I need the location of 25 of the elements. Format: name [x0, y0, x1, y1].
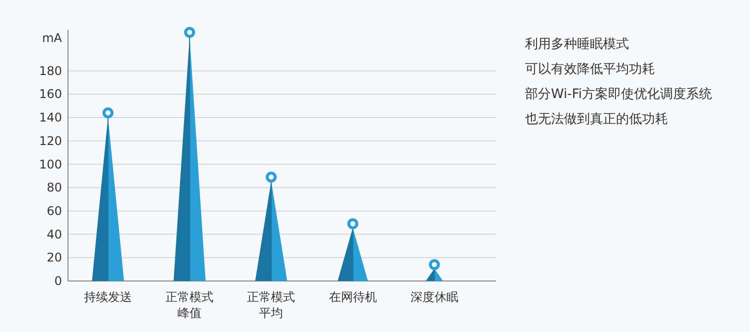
x-tick-label: 深度休眠 [410, 290, 458, 304]
x-tick-label: 在网待机 [328, 290, 377, 304]
point [428, 259, 440, 270]
y-tick-label: 60 [46, 204, 62, 218]
y-tick-label: 20 [46, 250, 62, 265]
point [266, 172, 277, 183]
y-axis-title: mA [42, 31, 63, 45]
text: 部分Wi-Fi方案即使优化调度系统 [525, 86, 712, 102]
y-tick-label: 180 [39, 64, 62, 78]
point [184, 26, 196, 38]
y-tick-label: 100 [39, 157, 62, 172]
y-tick-label: 160 [39, 87, 62, 102]
x-tick-label: 正常模式平均 [247, 290, 296, 320]
x-tick-label: 持续发送 [84, 290, 132, 304]
y-tick-label: 0 [54, 274, 62, 288]
text: 也无法做到真正的低功耗 [525, 112, 668, 127]
x-tick-label: 正常模式峰值 [166, 290, 214, 320]
point [347, 218, 358, 230]
point [102, 107, 114, 118]
y-tick-label: 80 [46, 180, 62, 195]
y-tick-label: 120 [39, 134, 62, 148]
y-tick-label: 140 [39, 110, 62, 125]
text: 利用多种睡眠模式 [525, 37, 629, 52]
y-tick-label: 40 [46, 227, 62, 242]
text: 可以有效降低平均功耗 [525, 62, 655, 77]
